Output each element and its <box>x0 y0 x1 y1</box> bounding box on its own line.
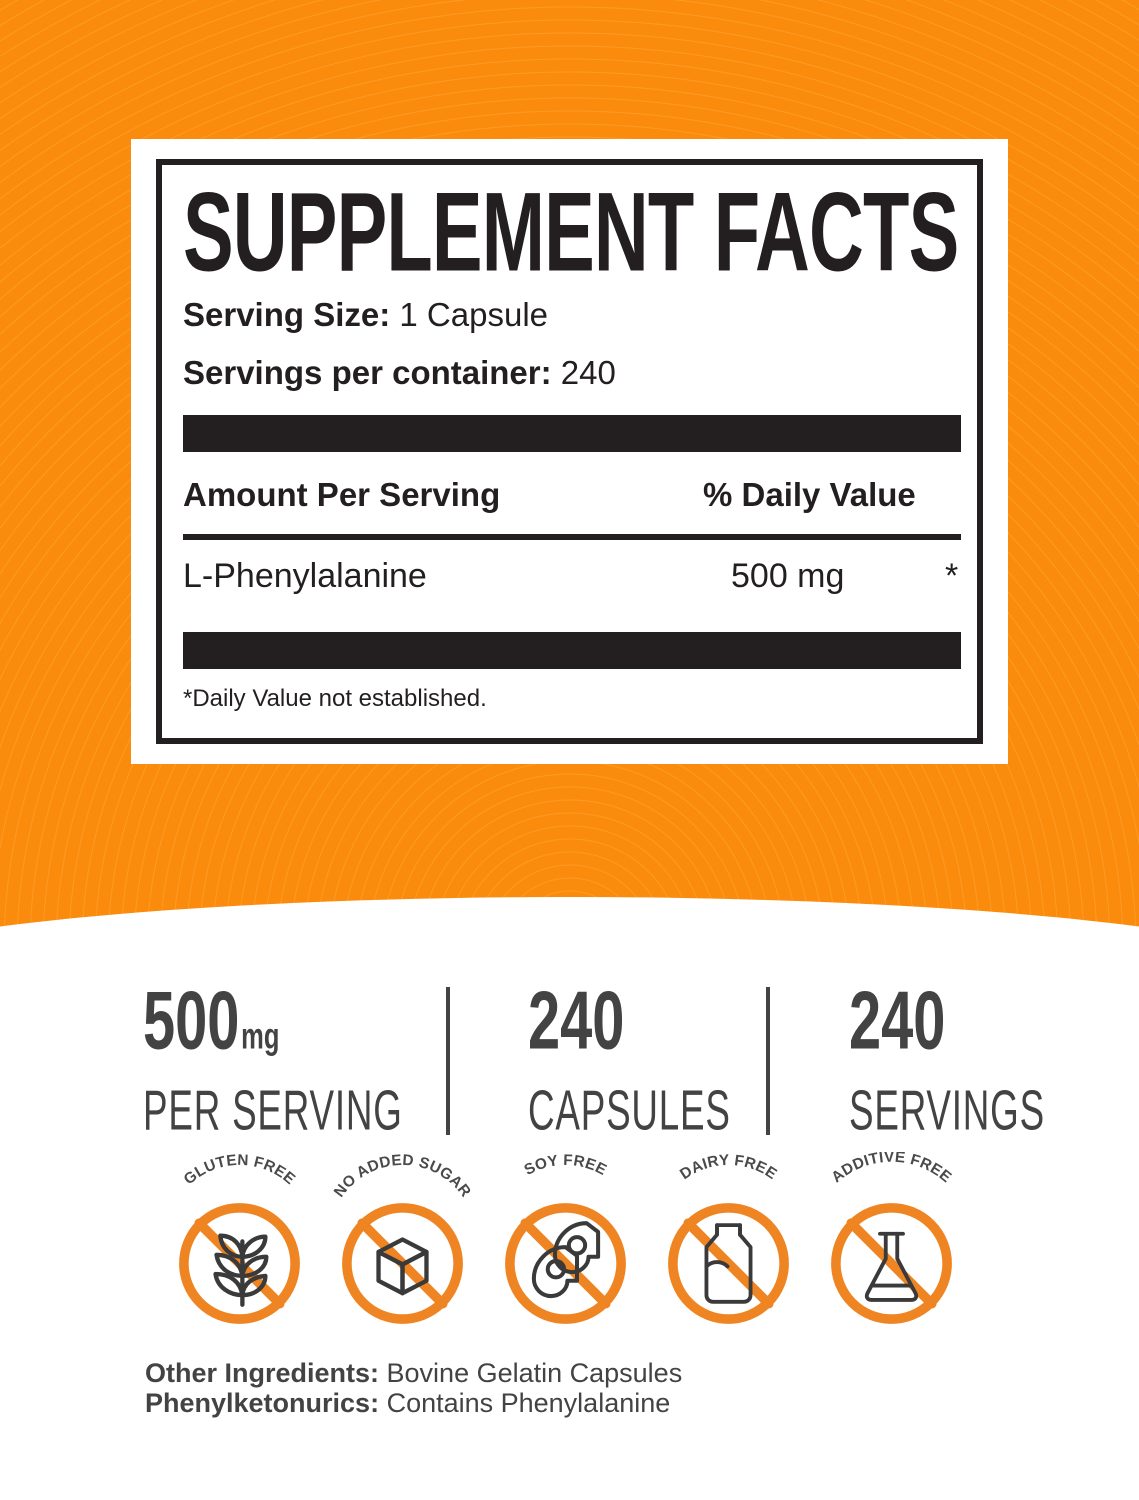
svg-text:GLUTEN FREE: GLUTEN FREE <box>181 1152 299 1188</box>
svg-text:ADDITIVE FREE: ADDITIVE FREE <box>828 1152 954 1186</box>
svg-text:DAIRY FREE: DAIRY FREE <box>677 1152 780 1183</box>
svg-text:SOY FREE: SOY FREE <box>522 1152 610 1179</box>
svg-text:NO ADDED SUGAR: NO ADDED SUGAR <box>331 1152 474 1201</box>
